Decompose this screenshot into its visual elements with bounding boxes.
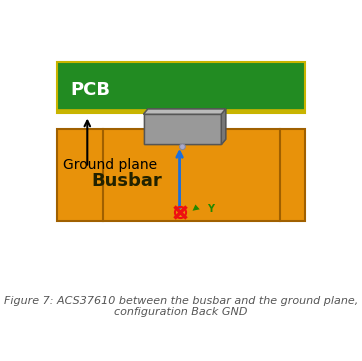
Bar <box>172 116 181 133</box>
Circle shape <box>180 144 185 150</box>
Polygon shape <box>143 109 226 114</box>
Bar <box>184 116 193 133</box>
Bar <box>143 114 221 144</box>
Bar <box>160 116 169 133</box>
Bar <box>148 116 156 133</box>
Text: Ground plane: Ground plane <box>63 158 157 171</box>
Polygon shape <box>193 204 200 211</box>
Polygon shape <box>143 109 226 114</box>
Bar <box>57 109 305 113</box>
Bar <box>57 129 305 221</box>
Text: Figure 7: ACS37610 between the busbar and the ground plane,
configuration Back G: Figure 7: ACS37610 between the busbar an… <box>4 296 358 317</box>
Text: Busbar: Busbar <box>92 171 163 190</box>
Text: Y: Y <box>207 204 214 214</box>
Bar <box>196 116 205 133</box>
Bar <box>57 62 305 113</box>
Polygon shape <box>221 109 226 144</box>
Bar <box>143 114 221 144</box>
Text: PCB: PCB <box>70 81 110 99</box>
Polygon shape <box>221 109 226 144</box>
